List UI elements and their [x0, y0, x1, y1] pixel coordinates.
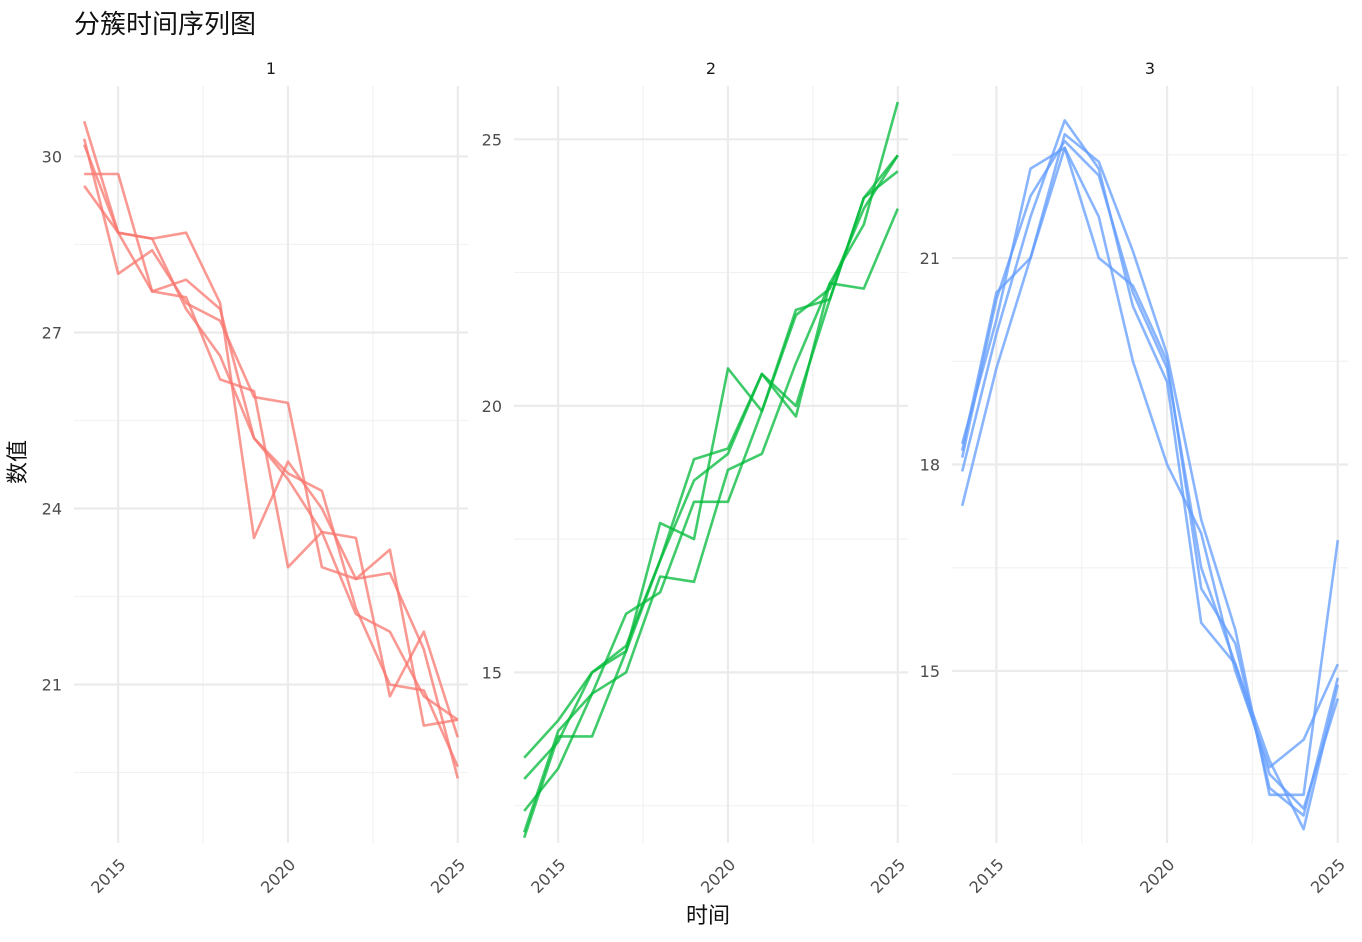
x-tick-label: 2025 — [867, 855, 909, 897]
x-tick-label: 2015 — [965, 855, 1007, 897]
series-line-1-1 — [82, 120, 459, 727]
series-line-1-5 — [82, 144, 459, 768]
series-line-2-4 — [522, 154, 899, 833]
series-line-3-2 — [960, 139, 1340, 831]
y-tick-label: 18 — [920, 456, 940, 475]
facet-strip-label: 2 — [706, 59, 716, 78]
series-line-3-5 — [960, 146, 1339, 769]
series-line-2-5 — [523, 170, 899, 759]
x-axis-title: 时间 — [686, 904, 731, 929]
series-line-3-3 — [960, 146, 1340, 817]
x-tick-label: 2020 — [697, 855, 739, 897]
x-tick-label: 2015 — [87, 855, 129, 897]
y-tick-label: 20 — [482, 397, 502, 416]
x-tick-label: 2015 — [527, 855, 569, 897]
series-line-3-4 — [960, 119, 1340, 810]
panel-1: 1 21 24 27 30 2015 2020 2025 — [42, 59, 469, 897]
y-tick-label: 15 — [482, 663, 502, 682]
facet-strip-label: 1 — [266, 59, 276, 78]
series-line-1-2 — [82, 138, 460, 779]
y-tick-label: 30 — [42, 147, 62, 166]
y-tick-label: 21 — [920, 249, 940, 268]
x-tick-label: 2020 — [257, 855, 299, 897]
chart-title: 分簇时间序列图 — [74, 10, 257, 40]
y-tick-label: 27 — [42, 323, 62, 342]
y-tick-label: 15 — [920, 662, 940, 681]
y-tick-label: 24 — [42, 500, 62, 519]
panel-3: 3 15 18 21 2015 2020 2025 — [920, 59, 1349, 897]
x-tick-label: 2020 — [1136, 855, 1178, 897]
series-line-1-4 — [83, 185, 459, 721]
x-tick-label: 2025 — [427, 855, 469, 897]
y-tick-label: 21 — [42, 676, 62, 695]
series-line-3-1 — [960, 132, 1340, 797]
x-tick-label: 2025 — [1307, 855, 1349, 897]
y-tick-label: 25 — [482, 130, 502, 149]
facet-strip-label: 3 — [1145, 59, 1155, 78]
